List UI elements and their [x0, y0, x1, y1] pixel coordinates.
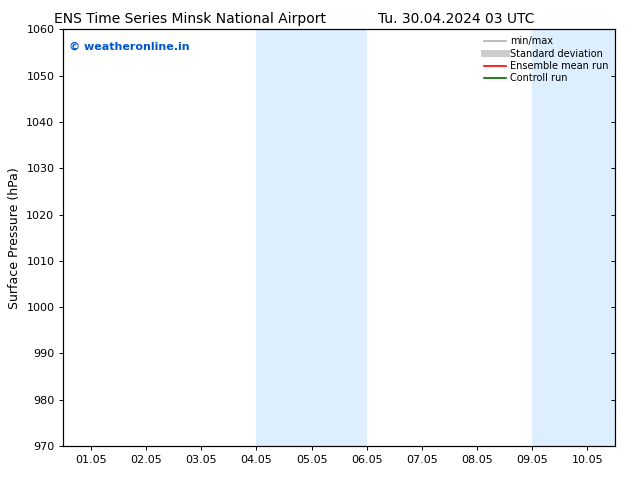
Text: Tu. 30.04.2024 03 UTC: Tu. 30.04.2024 03 UTC — [378, 12, 534, 26]
Text: ENS Time Series Minsk National Airport: ENS Time Series Minsk National Airport — [54, 12, 327, 26]
Text: © weatheronline.in: © weatheronline.in — [69, 42, 190, 52]
Bar — [533, 29, 615, 446]
Legend: min/max, Standard deviation, Ensemble mean run, Controll run: min/max, Standard deviation, Ensemble me… — [482, 34, 610, 85]
Bar — [256, 29, 367, 446]
Y-axis label: Surface Pressure (hPa): Surface Pressure (hPa) — [8, 167, 21, 309]
